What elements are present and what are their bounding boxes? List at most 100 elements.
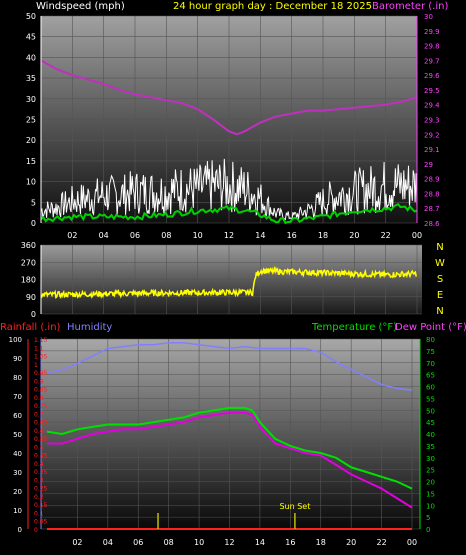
wind-gust-line <box>40 158 418 222</box>
wind-gust-series <box>40 158 418 222</box>
temperature-tick-label: 40 <box>426 431 435 439</box>
temperature-tick-labels: 0 5 10 15 20 25 30 35 40 45 50 55 60 65 70 75 80 <box>426 336 435 534</box>
wind-tick-label: 10 <box>26 178 36 187</box>
time-tick-label: 22 <box>381 231 391 240</box>
time-tick-label: 10 <box>194 538 204 547</box>
sun-markers: Sun Set <box>157 502 310 529</box>
temperature-tick-label: 60 <box>426 384 435 392</box>
temperature-tick-label: 30 <box>426 455 435 463</box>
humidity-tick-label: 70 <box>13 393 22 401</box>
humidity-tick-label: 20 <box>13 488 22 496</box>
rain-tick-label: 0.6 <box>34 428 44 435</box>
temperature-tick-label: 35 <box>426 443 435 451</box>
humidity-tick-label: 40 <box>13 450 22 458</box>
barometer-axis-title: Barometer (.in) <box>372 1 448 12</box>
direction-tick-labels: 0 90 180 270 360 <box>21 241 36 319</box>
barometer-tick-label: 29.7 <box>424 57 440 65</box>
wind-tick-label: 25 <box>26 116 36 125</box>
barometer-tick-labels: 28.6 28.7 28.8 28.9 29 29.1 29.2 29.3 29.4 29.5 29… <box>424 13 440 228</box>
wind-tick-label: 30 <box>26 95 36 104</box>
rain-tick-label: 0.1 <box>34 510 44 517</box>
temperature-tick-label: 45 <box>426 419 435 427</box>
wind-axis-title: Windspeed (mph) <box>36 1 125 12</box>
temperature-tick-label: 80 <box>426 336 435 344</box>
wind-tick-labels: 0 5 10 15 20 25 30 35 40 45 50 <box>26 12 36 228</box>
rain-tick-label: 0.05 <box>34 519 48 526</box>
wind-average-line <box>40 202 418 225</box>
rain-tick-label: 0.9 <box>34 378 44 385</box>
rain-tick-labels: 00.05 0.10.150.20.25 0.30.350.40.45 0.50.55… <box>34 337 48 534</box>
wind-tick-label: 0 <box>31 219 36 228</box>
rain-tick-label: 0.4 <box>34 461 44 468</box>
wind-tick-label: 20 <box>26 136 36 145</box>
compass-label: N <box>436 306 443 317</box>
humidity-axis-title: Humidity <box>67 322 112 333</box>
temperature-tick-label: 75 <box>426 348 435 356</box>
barometer-line <box>40 59 418 136</box>
time-tick-label: 16 <box>285 538 295 547</box>
time-tick-label: 10 <box>193 231 203 240</box>
barometer-tick-label: 30 <box>424 13 433 21</box>
temperature-tick-label: 15 <box>426 490 435 498</box>
time-tick-label: 02 <box>67 231 77 240</box>
wind-tick-label: 35 <box>26 74 36 83</box>
barometer-tick-label: 29.6 <box>424 72 440 80</box>
temperature-tick-label: 55 <box>426 395 435 403</box>
wind-tick-label: 40 <box>26 53 36 62</box>
direction-tick-label: 360 <box>21 241 36 250</box>
direction-tick-label: 0 <box>31 310 36 319</box>
barometer-tick-label: 29.4 <box>424 102 440 110</box>
humidity-tick-label: 90 <box>13 355 22 363</box>
rain-tick-label: 0.75 <box>34 403 48 410</box>
time-tick-label: 12 <box>224 231 234 240</box>
time-tick-labels: 02 04 06 08 10 12 14 16 18 20 22 00 <box>67 231 422 240</box>
time-tick-label: 06 <box>133 538 143 547</box>
rain-tick-label: 0.3 <box>34 477 44 484</box>
rain-tick-label: 0 <box>34 527 38 534</box>
time-tick-label: 18 <box>316 538 326 547</box>
grid <box>41 15 418 224</box>
rain-tick-label: 0.2 <box>34 494 44 501</box>
time-tick-label: 18 <box>318 231 328 240</box>
humidity-tick-label: 0 <box>18 526 22 534</box>
humidity-tick-label: 50 <box>13 431 22 439</box>
rain-tick-label: 0.5 <box>34 444 44 451</box>
temperature-tick-label: 65 <box>426 372 435 380</box>
time-tick-labels: 02 04 06 08 10 12 14 16 18 20 22 00 <box>72 538 417 547</box>
dewpoint-line <box>47 411 413 509</box>
humidity-tick-label: 10 <box>13 507 22 515</box>
time-tick-label: 22 <box>376 538 386 547</box>
compass-label: W <box>435 258 445 269</box>
time-tick-label: 12 <box>224 538 234 547</box>
rain-tick-label: 0.85 <box>34 387 48 394</box>
humidity-tick-labels: 0 10 20 30 40 50 60 70 80 90 100 <box>9 336 22 534</box>
sun-set-label: Sun Set <box>279 502 310 511</box>
barometer-tick-label: 29.9 <box>424 28 440 36</box>
temperature-tick-label: 10 <box>426 502 435 510</box>
temperature-tick-label: 50 <box>426 407 435 415</box>
dewpoint-axis-title: Dew Point (°F) <box>395 322 466 333</box>
rainfall-axis-title: Rainfall (.in) <box>0 322 61 333</box>
rain-tick-label: 0.7 <box>34 411 44 418</box>
barometer-tick-label: 28.9 <box>424 176 440 184</box>
humidity-tick-label: 100 <box>9 336 22 344</box>
wind-tick-label: 45 <box>26 33 36 42</box>
rain-tick-label: 0.55 <box>34 436 48 443</box>
compass-label: E <box>437 290 443 301</box>
time-tick-label: 08 <box>164 538 174 547</box>
direction-tick-label: 180 <box>21 276 36 285</box>
temperature-tick-label: 0 <box>426 526 430 534</box>
temperature-axis-title: Temperature (°F) <box>311 322 397 333</box>
humidity-tick-label: 30 <box>13 469 22 477</box>
barometer-tick-label: 29.8 <box>424 43 440 51</box>
rain-tick-label: 1.15 <box>34 337 48 344</box>
barometer-tick-label: 28.7 <box>424 205 440 213</box>
time-tick-label: 08 <box>161 231 171 240</box>
temperature-tick-label: 70 <box>426 360 435 368</box>
rain-tick-label: 0.8 <box>34 395 44 402</box>
direction-tick-label: 90 <box>26 293 36 302</box>
